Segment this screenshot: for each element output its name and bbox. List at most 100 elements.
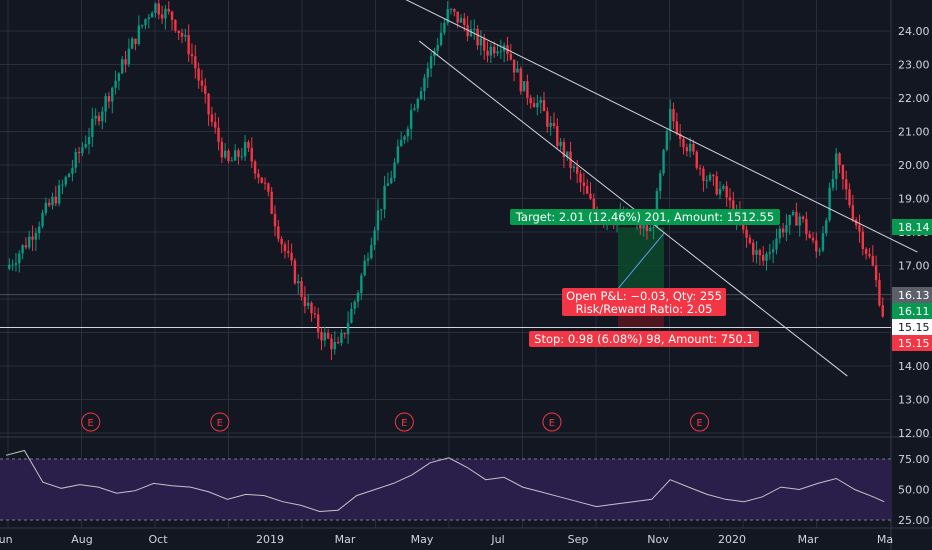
price-label: 16.11 [898, 305, 930, 318]
candle-body [805, 218, 808, 235]
candle-body [87, 137, 91, 145]
candle-body [566, 151, 569, 158]
candle-body [28, 236, 31, 248]
price-label-box[interactable] [892, 319, 932, 335]
candle-body [64, 177, 67, 185]
candle-body [678, 133, 682, 139]
candle-body [336, 341, 340, 344]
price-tick-label: 17.00 [898, 260, 930, 273]
earnings-marker-icon[interactable] [542, 412, 562, 432]
candle-body [297, 281, 300, 284]
candle-body [127, 48, 131, 65]
candle-body [406, 128, 410, 137]
candle-body [293, 260, 297, 284]
candle-body [197, 68, 200, 81]
candle-body [150, 12, 154, 18]
candle-body [419, 91, 423, 100]
time-tick-label: Jun [0, 533, 13, 546]
position-labels[interactable]: Target: 2.01 (12.46%) 201, Amount: 1512.… [510, 209, 780, 347]
candle-body [399, 139, 403, 147]
candle-body [247, 142, 250, 148]
trend-line-lower[interactable] [418, 40, 848, 377]
candle-body [413, 108, 416, 110]
candle-body [210, 114, 214, 122]
time-tick-label: 2020 [718, 533, 746, 546]
candle-body [356, 292, 360, 302]
candle-body [443, 23, 446, 33]
candle-body [429, 56, 433, 69]
candle-body [748, 237, 752, 243]
earnings-marker-label: E [549, 418, 555, 429]
candle-body [94, 115, 97, 119]
price-label-box[interactable] [892, 335, 932, 351]
info-label-box[interactable] [562, 288, 726, 316]
candle-body [184, 34, 187, 37]
candle-body [366, 258, 370, 261]
candle-body [798, 216, 801, 226]
candle-body [207, 93, 210, 115]
time-axis[interactable]: Jun Aug Oct 2019 Mar May Jul Sep Nov 2020 Mar Ma [0, 533, 893, 546]
candle-body [303, 296, 307, 307]
candle-body [330, 338, 333, 350]
target-label-box[interactable] [510, 209, 780, 225]
candle-body [333, 341, 336, 350]
candle-body [51, 196, 54, 206]
candle-body [532, 103, 536, 108]
candle-body [752, 242, 755, 255]
rsi-band-fill [0, 459, 891, 520]
candle-body [728, 197, 732, 201]
price-label-box[interactable] [892, 303, 932, 319]
trend-line-upper[interactable] [368, 0, 918, 253]
price-tick-label: 24.00 [898, 25, 930, 38]
candle-body [881, 305, 884, 317]
earnings-marker-icon[interactable] [81, 412, 101, 432]
candle-body [160, 14, 164, 19]
candle-body [167, 8, 170, 12]
candle-body [685, 147, 689, 152]
candle-body [512, 59, 516, 73]
candle-body [536, 102, 539, 108]
candle-body [539, 100, 542, 103]
price-tick-label: 12.00 [898, 427, 930, 440]
price-label-box[interactable] [892, 219, 932, 235]
candle-body [562, 141, 566, 158]
candle-body [74, 152, 77, 168]
earnings-marker-icon[interactable] [210, 412, 230, 432]
candle-body [675, 121, 679, 134]
candle-body [552, 122, 556, 127]
candle-body [307, 302, 310, 307]
candle-body [57, 185, 61, 204]
candle-body [154, 3, 157, 13]
candle-body [781, 228, 785, 233]
price-label-box[interactable] [892, 287, 932, 303]
candle-body [187, 34, 190, 55]
candle-body [117, 73, 121, 81]
candle-body [708, 174, 712, 181]
candle-body [778, 228, 781, 239]
target-label: Target: 2.01 (12.46%) 201, Amount: 1512.… [515, 210, 774, 224]
candle-body [340, 333, 343, 344]
candle-body [283, 244, 287, 252]
stop-label-box[interactable] [529, 331, 759, 347]
price-axis[interactable]: 24.0023.0022.0021.0020.0019.0018.0017.00… [892, 25, 932, 527]
candle-body [835, 153, 838, 179]
earnings-marker-icon[interactable] [690, 412, 710, 432]
candle-body [253, 161, 257, 174]
trend-lines[interactable] [368, 0, 918, 377]
candle-body [353, 301, 356, 309]
candle-body [871, 256, 874, 266]
candle-body [469, 28, 473, 37]
candle-body [346, 322, 350, 335]
candle-body [101, 111, 104, 122]
earnings-marker-icon[interactable] [394, 412, 414, 432]
rsi-tick-label: 50.00 [898, 484, 930, 497]
candle-body [768, 252, 772, 254]
candle-body [761, 255, 765, 261]
candle-body [214, 121, 217, 128]
candle-body [230, 160, 234, 162]
candle-body [559, 141, 562, 146]
candle-body [290, 252, 293, 261]
candle-body [473, 28, 476, 30]
